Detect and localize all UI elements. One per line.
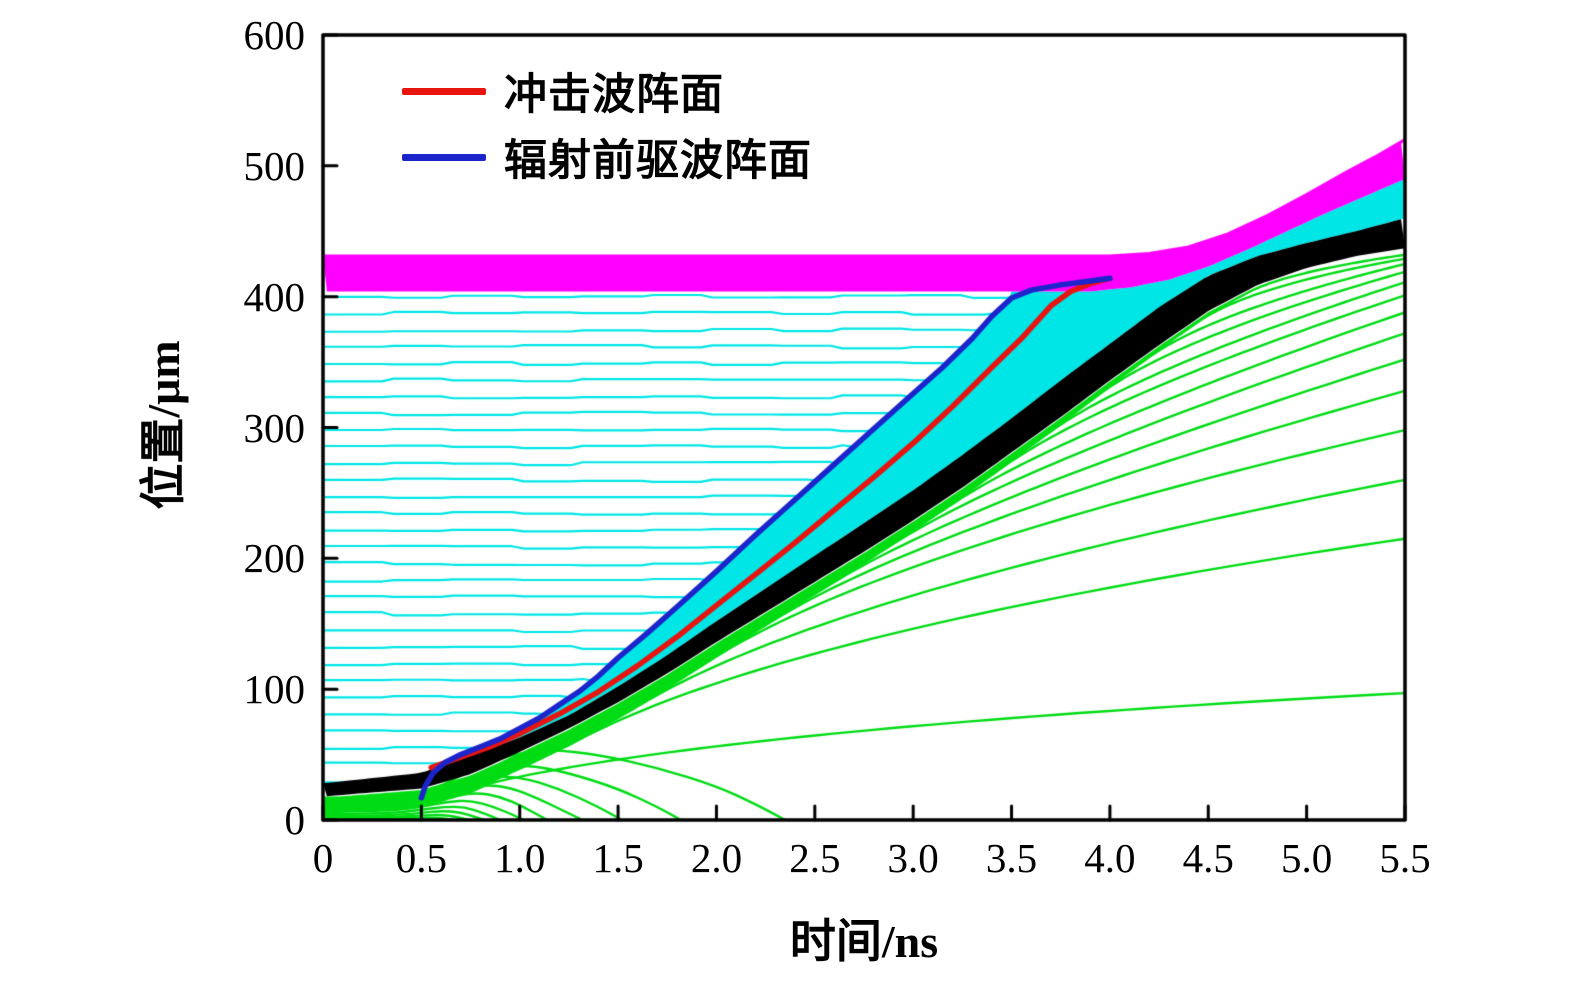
legend-label-shock-front: 冲击波阵面 bbox=[504, 72, 724, 119]
x-tick-label: 4.5 bbox=[1182, 835, 1234, 881]
legend-label-precursor-front: 辐射前驱波阵面 bbox=[504, 138, 812, 185]
y-tick-label: 500 bbox=[243, 142, 306, 189]
x-tick-label: 1.5 bbox=[592, 835, 644, 881]
x-tick-label: 5.5 bbox=[1379, 835, 1431, 881]
x-axis-label: 时间/ns bbox=[789, 916, 939, 967]
legend-item-precursor-front: 辐射前驱波阵面 bbox=[402, 124, 812, 190]
legend-item-shock-front: 冲击波阵面 bbox=[402, 58, 812, 124]
precursor-front-line-sample bbox=[402, 153, 486, 161]
y-tick-label: 100 bbox=[243, 666, 306, 713]
x-tick-label: 0 bbox=[312, 835, 334, 881]
y-tick-label: 600 bbox=[243, 12, 306, 58]
x-tick-label: 2.0 bbox=[690, 835, 743, 881]
x-tick-label: 3.0 bbox=[887, 835, 939, 881]
y-tick-label: 300 bbox=[243, 404, 306, 451]
x-tick-label: 2.5 bbox=[789, 835, 841, 881]
y-tick-label: 0 bbox=[284, 797, 306, 843]
shock-front-line-sample bbox=[402, 87, 486, 95]
y-axis-label: 位置/μm bbox=[138, 340, 189, 510]
x-tick-label: 1.0 bbox=[494, 835, 546, 881]
legend: 冲击波阵面 辐射前驱波阵面 bbox=[402, 58, 812, 190]
x-tick-label: 4.0 bbox=[1084, 835, 1136, 881]
x-tick-label: 0.5 bbox=[395, 835, 447, 881]
x-tick-label: 3.5 bbox=[985, 835, 1038, 881]
y-tick-label: 200 bbox=[243, 535, 306, 582]
x-tick-label: 5.0 bbox=[1281, 835, 1333, 881]
y-tick-label: 400 bbox=[243, 273, 306, 320]
